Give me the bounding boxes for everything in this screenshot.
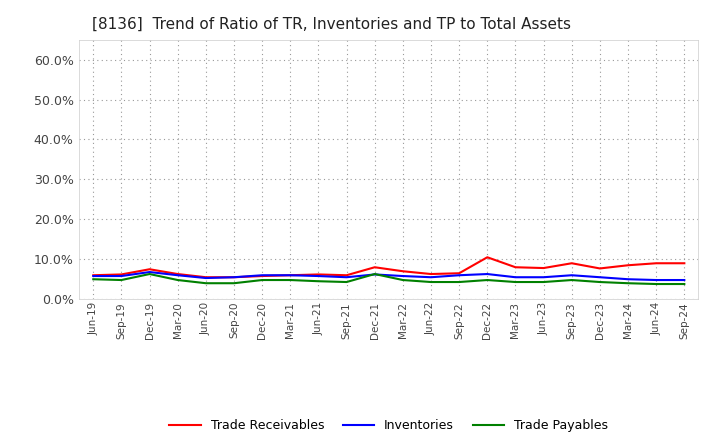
Trade Receivables [342,273,351,278]
Inventories [624,277,632,282]
Trade Payables [342,279,351,285]
Trade Receivables [202,275,210,280]
Trade Receivables [145,267,154,272]
Trade Payables [511,279,520,285]
Trade Payables [399,277,408,282]
Trade Payables [624,281,632,286]
Trade Receivables [89,273,98,278]
Trade Payables [286,277,294,282]
Trade Payables [258,277,266,282]
Inventories [455,273,464,278]
Trade Receivables [314,272,323,277]
Trade Receivables [370,264,379,270]
Inventories [314,273,323,279]
Trade Receivables [174,271,182,277]
Inventories [511,275,520,280]
Trade Receivables [595,266,604,271]
Trade Payables [314,279,323,284]
Inventories [595,275,604,280]
Trade Payables [174,277,182,282]
Inventories [286,273,294,278]
Trade Receivables [399,268,408,274]
Trade Receivables [483,255,492,260]
Trade Receivables [258,273,266,279]
Trade Receivables [567,260,576,266]
Trade Payables [145,271,154,277]
Trade Receivables [680,260,688,266]
Inventories [567,273,576,278]
Trade Payables [427,279,436,285]
Inventories [89,273,98,279]
Trade Payables [230,281,238,286]
Inventories [230,275,238,280]
Inventories [680,277,688,282]
Inventories [483,271,492,277]
Trade Receivables [286,273,294,278]
Trade Payables [595,279,604,285]
Trade Payables [483,277,492,282]
Trade Receivables [624,263,632,268]
Trade Payables [455,279,464,285]
Legend: Trade Receivables, Inventories, Trade Payables: Trade Receivables, Inventories, Trade Pa… [164,414,613,437]
Line: Trade Receivables: Trade Receivables [94,257,684,277]
Inventories [342,275,351,280]
Inventories [117,273,126,279]
Inventories [370,272,379,277]
Trade Payables [89,277,98,282]
Inventories [174,273,182,278]
Inventories [652,277,660,282]
Trade Payables [539,279,548,285]
Trade Payables [652,282,660,287]
Inventories [539,275,548,280]
Trade Receivables [511,264,520,270]
Inventories [145,269,154,275]
Text: [8136]  Trend of Ratio of TR, Inventories and TP to Total Assets: [8136] Trend of Ratio of TR, Inventories… [91,16,570,32]
Trade Payables [370,271,379,277]
Trade Receivables [539,265,548,271]
Trade Receivables [230,275,238,280]
Trade Receivables [652,260,660,266]
Line: Trade Payables: Trade Payables [94,274,684,284]
Trade Receivables [455,271,464,276]
Trade Payables [202,281,210,286]
Trade Payables [567,277,576,282]
Inventories [399,273,408,279]
Trade Receivables [427,271,436,277]
Trade Receivables [117,272,126,277]
Line: Inventories: Inventories [94,272,684,280]
Inventories [427,275,436,280]
Trade Payables [680,282,688,287]
Inventories [202,275,210,281]
Inventories [258,273,266,278]
Trade Payables [117,277,126,282]
